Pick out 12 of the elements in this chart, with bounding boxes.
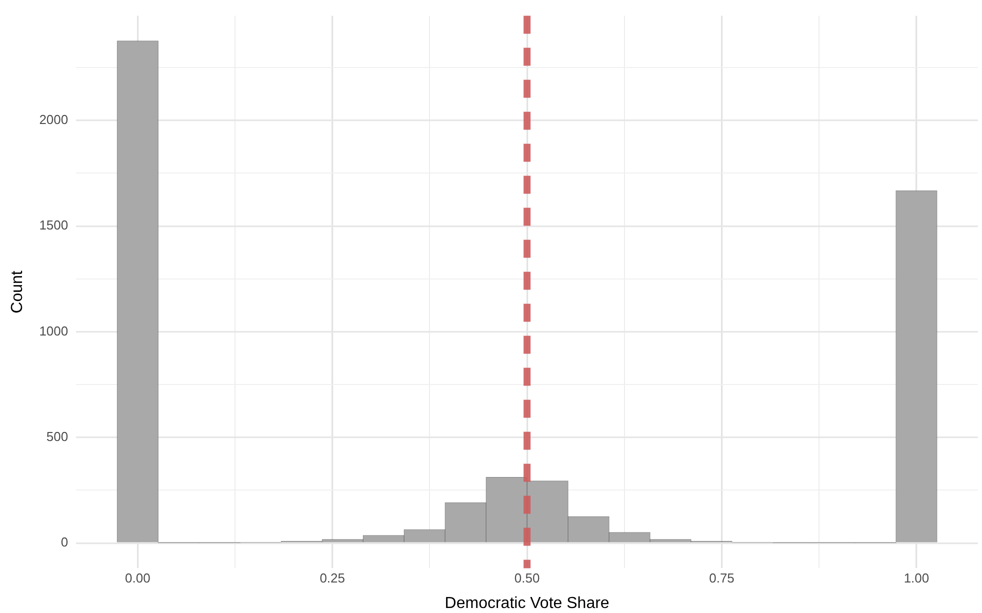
y-tick-label: 2000 (39, 112, 68, 127)
x-tick-label: 1.00 (904, 570, 930, 586)
x-tick-label: 0.00 (124, 570, 150, 586)
y-tick-label: 1000 (39, 323, 68, 338)
y-tick-label: 0 (60, 534, 68, 550)
x-tick-label: 0.25 (320, 570, 346, 586)
y-tick-label: 1500 (39, 218, 68, 233)
y-axis-title: Count (9, 270, 26, 314)
x-tick-label: 0.75 (709, 570, 734, 586)
x-tick-label: 0.50 (514, 570, 540, 586)
y-tick-label: 500 (46, 428, 68, 444)
x-axis-title: Democratic Vote Share (444, 594, 610, 612)
